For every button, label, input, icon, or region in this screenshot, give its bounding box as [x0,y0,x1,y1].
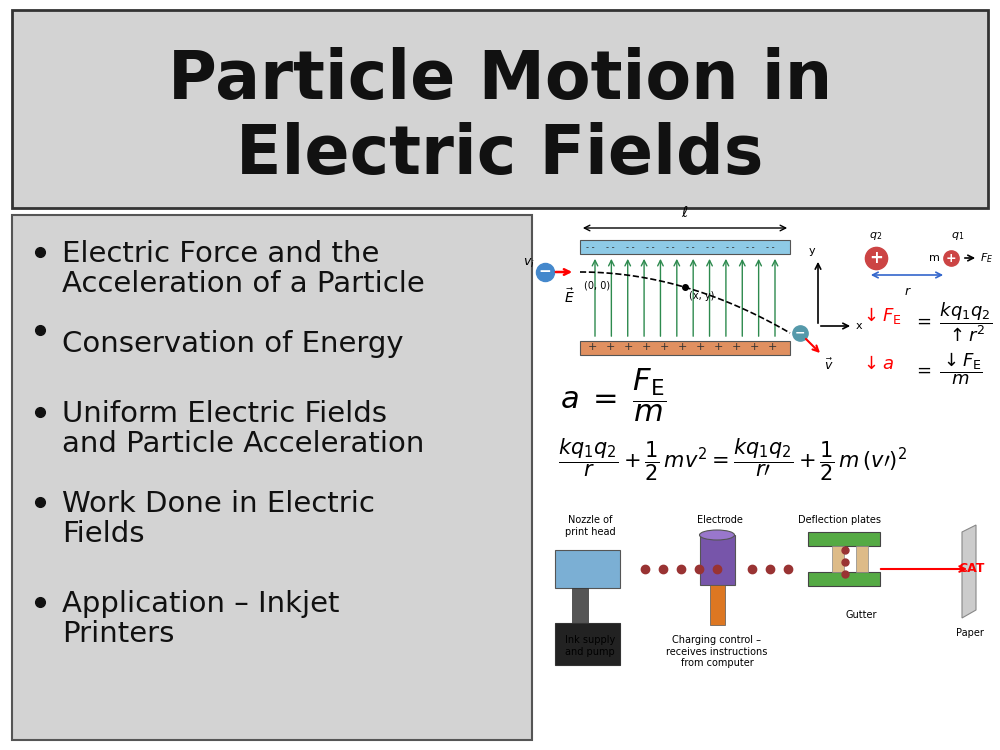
Text: Electric Fields: Electric Fields [236,122,764,188]
Text: Charging control –
receives instructions
from computer: Charging control – receives instructions… [666,635,768,668]
Bar [580,341,790,355]
Text: - -: - - [706,242,714,251]
Text: Nozzle of
print head: Nozzle of print head [565,515,615,536]
Text: Electric Force and the: Electric Force and the [62,240,379,268]
Text: $\vec{v}$: $\vec{v}$ [824,358,834,374]
Text: +: + [641,342,651,352]
Text: - -: - - [606,242,614,251]
Text: +: + [695,342,705,352]
Text: $v_i$: $v_i$ [523,257,535,270]
Text: −: − [795,326,805,340]
Text: +: + [749,342,759,352]
Text: - -: - - [726,242,734,251]
Text: $F_E$: $F_E$ [980,251,993,265]
Text: $=\;\dfrac{kq_1q_2}{\uparrow r^2}$: $=\;\dfrac{kq_1q_2}{\uparrow r^2}$ [913,300,992,344]
Text: Conservation of Energy: Conservation of Energy [62,330,404,358]
Bar [540,215,990,740]
Bar [555,550,620,588]
Text: - -: - - [626,242,634,251]
Bar [700,535,735,585]
Text: Printers: Printers [62,620,174,648]
Text: m: m [929,253,940,263]
Text: +: + [677,342,687,352]
Text: Ink supply
and pump: Ink supply and pump [565,635,615,656]
Text: +: + [869,249,883,267]
Bar [710,585,725,625]
Text: $a \;=\; \dfrac{F_\mathrm{E}}{m}$: $a \;=\; \dfrac{F_\mathrm{E}}{m}$ [560,366,667,424]
Text: −: − [539,265,551,280]
Ellipse shape [700,530,734,540]
Text: Acceleration of a Particle: Acceleration of a Particle [62,270,425,298]
Text: Gutter: Gutter [845,610,876,620]
Bar [555,623,620,665]
Text: $=\;\dfrac{\downarrow F_\mathrm{E}}{m}$: $=\;\dfrac{\downarrow F_\mathrm{E}}{m}$ [913,350,983,387]
Text: Work Done in Electric: Work Done in Electric [62,490,375,518]
Text: +: + [605,342,615,352]
Text: r: r [904,285,910,298]
Text: +: + [623,342,633,352]
Text: (x, y): (x, y) [689,291,714,302]
Text: +: + [713,342,723,352]
Text: $q_1$: $q_1$ [951,230,965,242]
Text: +: + [767,342,777,352]
Bar [808,572,880,586]
Bar [832,546,844,572]
Text: - -: - - [766,242,774,251]
Text: CAT: CAT [959,562,985,575]
Text: Electrode: Electrode [697,515,743,525]
Text: Deflection plates: Deflection plates [798,515,882,525]
Bar [12,10,988,208]
Text: Application – Inkjet: Application – Inkjet [62,590,340,618]
Text: - -: - - [586,242,594,251]
Text: $q_2$: $q_2$ [869,230,883,242]
Text: $\downarrow F_\mathrm{E}$: $\downarrow F_\mathrm{E}$ [860,305,902,326]
Bar [12,215,532,740]
Text: (0, 0): (0, 0) [584,280,610,290]
Text: - -: - - [666,242,674,251]
Text: Particle Motion in: Particle Motion in [168,47,832,113]
Text: $\vec{E}$: $\vec{E}$ [564,288,575,306]
Text: x: x [856,321,863,331]
Polygon shape [962,525,976,618]
Text: - -: - - [746,242,754,251]
Text: Paper: Paper [956,628,984,638]
Text: Uniform Electric Fields: Uniform Electric Fields [62,400,387,428]
Bar [808,532,880,546]
Text: +: + [587,342,597,352]
Text: $\ell$: $\ell$ [681,205,689,220]
Text: and Particle Acceleration: and Particle Acceleration [62,430,424,458]
Text: +: + [659,342,669,352]
Text: $\dfrac{kq_1q_2}{r} + \dfrac{1}{2}\,mv^2 = \dfrac{kq_1q_2}{r\prime} + \dfrac{1}{: $\dfrac{kq_1q_2}{r} + \dfrac{1}{2}\,mv^2… [558,436,907,483]
Text: Fields: Fields [62,520,144,548]
Text: +: + [946,251,956,265]
Bar [856,546,868,572]
Text: +: + [731,342,741,352]
Text: - -: - - [686,242,694,251]
Bar [572,588,588,623]
Text: y: y [808,246,815,256]
Bar [580,240,790,254]
Text: $\downarrow a$: $\downarrow a$ [860,355,894,373]
Text: - -: - - [646,242,654,251]
